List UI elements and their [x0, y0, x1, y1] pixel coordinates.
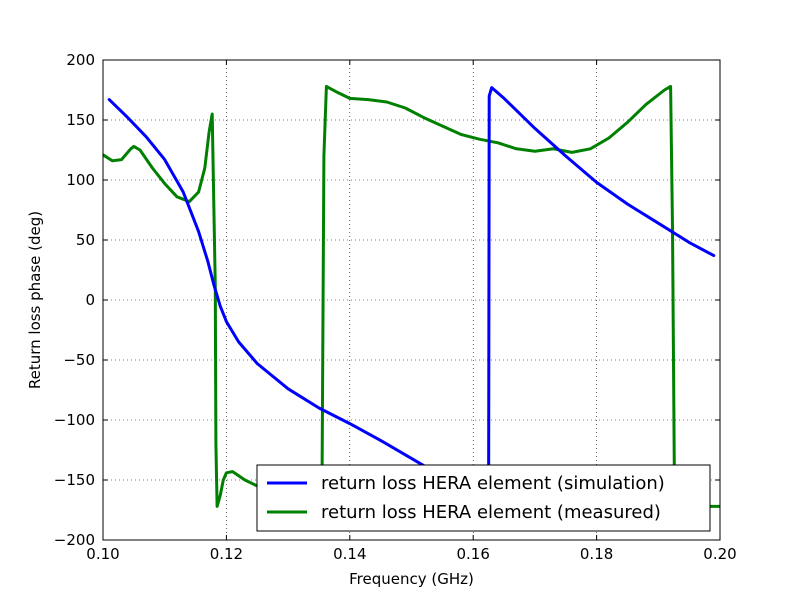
legend: return loss HERA element (simulation) ret… [256, 464, 711, 532]
x-tick-label: 0.18 [580, 545, 613, 563]
x-tick-label: 0.20 [703, 545, 736, 563]
y-tick-label: 200 [66, 51, 95, 69]
series-layer [103, 84, 720, 508]
y-axis-label: Return loss phase (deg) [26, 211, 44, 389]
y-tick-label: 0 [85, 291, 95, 309]
x-tick-label: 0.12 [210, 545, 243, 563]
legend-label-1: return loss HERA element (measured) [321, 502, 661, 523]
series-line-0 [107, 86, 716, 508]
x-tick-label: 0.14 [333, 545, 366, 563]
x-axis-label: Frequency (GHz) [349, 570, 474, 588]
y-tick-label: −150 [54, 471, 95, 489]
x-tick-label: 0.10 [86, 545, 119, 563]
y-tick-label: 50 [76, 231, 95, 249]
ticks: 0.10 0.12 0.14 0.16 0.18 0.20 −200 −150 −100 −50 0… [54, 51, 737, 563]
y-tick-label: 150 [66, 111, 95, 129]
y-tick-label: −200 [54, 531, 95, 549]
y-tick-label: −50 [63, 351, 95, 369]
grid [103, 60, 720, 540]
legend-label-0: return loss HERA element (simulation) [321, 473, 665, 494]
y-tick-label: −100 [54, 411, 95, 429]
legend-box [256, 464, 711, 532]
x-tick-label: 0.16 [456, 545, 489, 563]
y-tick-label: 100 [66, 171, 95, 189]
